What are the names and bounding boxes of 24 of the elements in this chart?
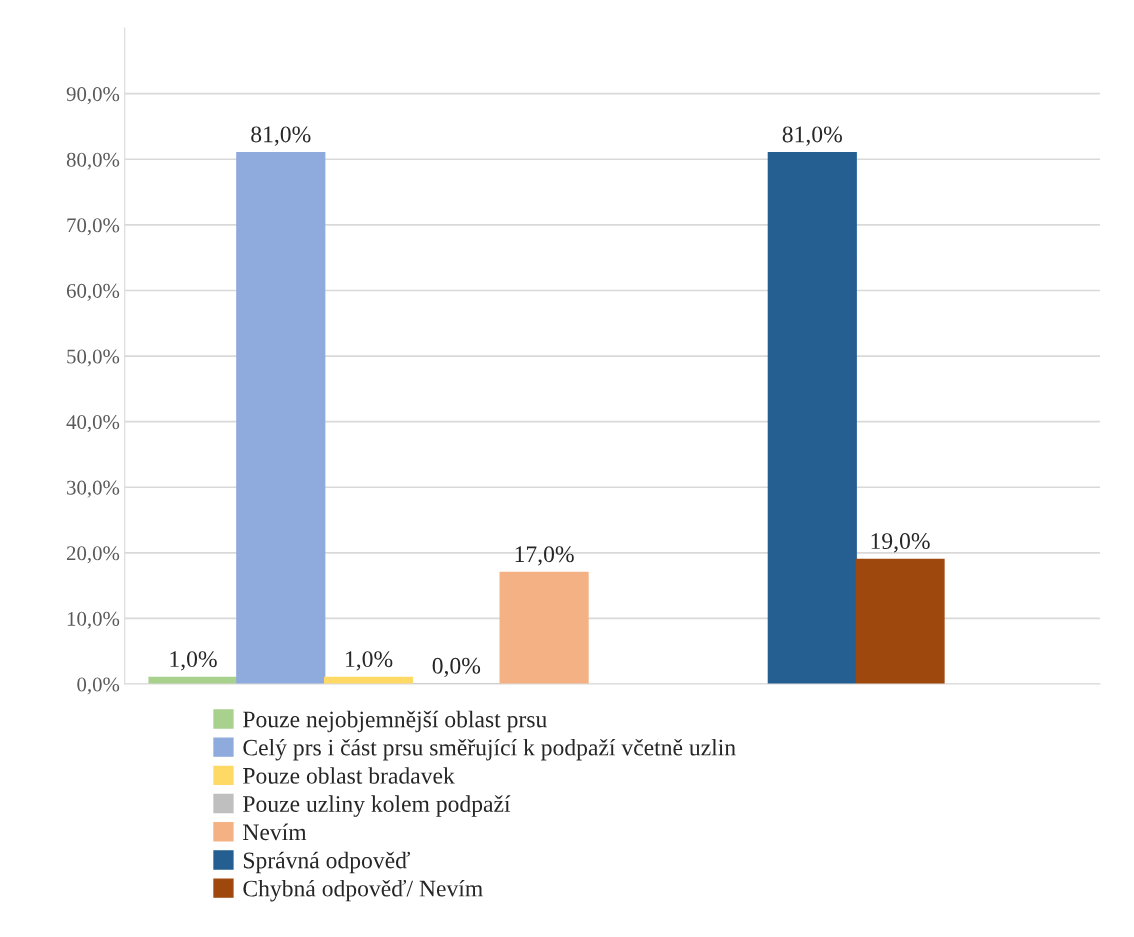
y-tick-label: 0,0% xyxy=(77,677,120,695)
y-tick-label: 70,0% xyxy=(67,218,120,236)
legend-label: Pouze oblast bradavek xyxy=(243,767,455,784)
data-label: 1,0% xyxy=(170,651,217,671)
legend-label: Celý prs i část prsu směřující k podpaží včetně uzlin xyxy=(243,738,736,761)
y-tick-label: 50,0% xyxy=(67,349,120,367)
y-tick-label: 30,0% xyxy=(67,480,120,498)
data-label: 81,0% xyxy=(782,126,842,146)
y-tick-label: 80,0% xyxy=(66,152,120,170)
legend-label: Správná odpověď xyxy=(243,851,410,874)
y-tick-label: 10,0% xyxy=(67,611,120,629)
y-tick-label: 90,0% xyxy=(66,87,120,105)
data-label: 0,0% xyxy=(432,657,481,678)
data-label: 1,0% xyxy=(346,651,393,671)
data-label: 17,0% xyxy=(515,546,574,566)
legend-label: Pouze nejobjemnější oblast prsu xyxy=(243,710,547,733)
data-label: 19,0% xyxy=(871,533,930,553)
y-tick-label: 40,0% xyxy=(66,415,120,433)
data-label: 81,0% xyxy=(251,126,311,146)
y-tick-label: 20,0% xyxy=(66,546,120,564)
legend-label: Pouze uzliny kolem podpaží xyxy=(243,795,511,817)
legend-label: Chybná odpověď/ Nevím xyxy=(243,879,483,902)
y-tick-label: 60,0% xyxy=(66,283,120,301)
legend-label: Nevím xyxy=(243,823,307,841)
